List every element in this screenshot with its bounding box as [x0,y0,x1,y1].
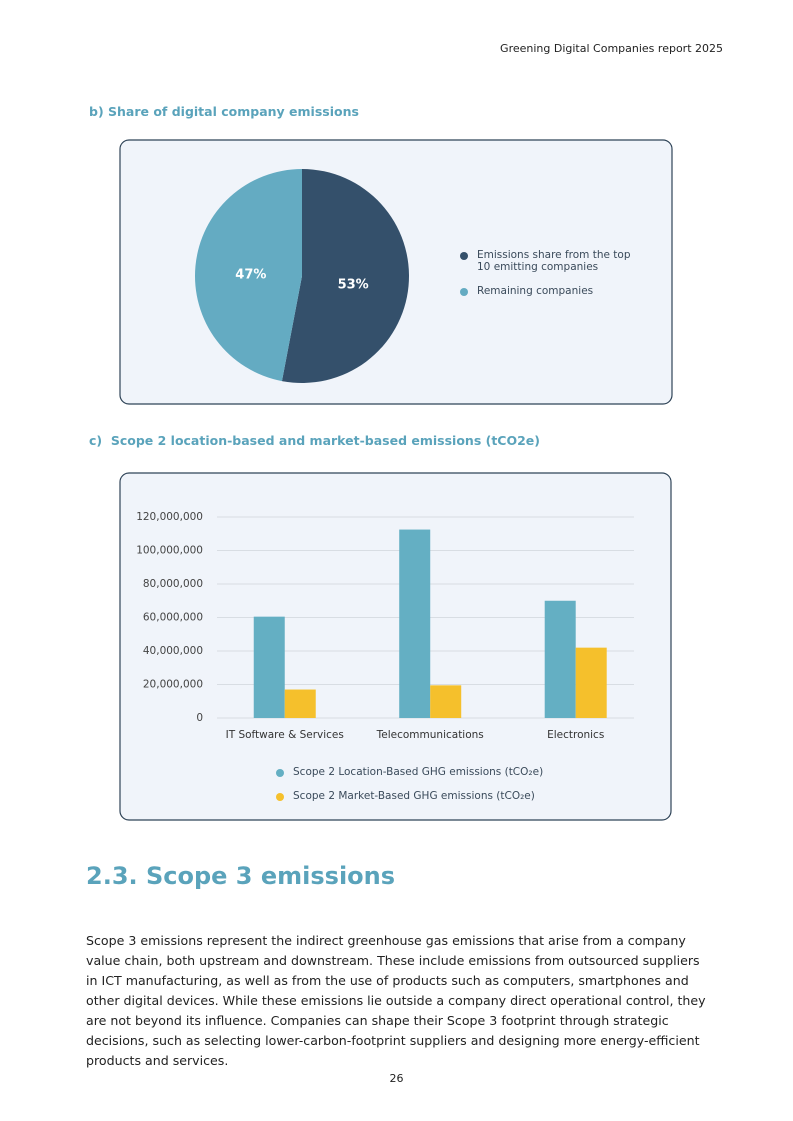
legend-marker [276,769,284,777]
y-tick-label: 20,000,000 [143,679,203,691]
legend-label: Scope 2 Location-Based GHG emissions (tC… [293,766,544,778]
bar [284,689,316,718]
legend-marker [276,793,284,801]
pie-slice [281,169,410,383]
bar [575,647,607,718]
section-heading: 2.3. Scope 3 emissions [86,862,396,890]
legend-item: Scope 2 Market-Based GHG emissions (tCO₂… [276,790,596,802]
bar [430,685,462,718]
legend-marker [460,288,468,296]
pie-slice [195,169,302,382]
y-tick-label: 80,000,000 [143,578,203,590]
y-tick-label: 100,000,000 [136,545,203,557]
chart-title: b) Share of digital company emissions [89,104,359,119]
chart-frame [119,472,672,821]
paragraph: Scope 3 emissions represent the indirect… [86,933,706,1068]
legend-marker [460,252,468,260]
running-header: Greening Digital Companies report 2025 [500,42,723,55]
x-tick-label: Electronics [547,729,604,741]
legend-item: Scope 2 Location-Based GHG emissions (tC… [276,766,596,778]
y-tick-label: 40,000,000 [143,645,203,657]
legend-item: Remaining companies [460,285,640,297]
data-label: 53% [338,277,369,292]
legend-item: Emissions share from the top 10 emitting… [460,249,640,273]
x-tick-label: Telecommunications [376,729,484,741]
y-tick-label: 0 [196,712,203,724]
x-tick-label: IT Software & Services [226,729,344,741]
legend: Emissions share from the top 10 emitting… [460,249,640,309]
chart-title: c) Scope 2 location-based and market-bas… [89,433,540,448]
data-label: 47% [235,268,266,283]
bar [544,600,576,718]
legend: Scope 2 Location-Based GHG emissions (tC… [276,766,596,814]
legend-label: Scope 2 Market-Based GHG emissions (tCO₂… [293,790,535,802]
page-number: 26 [389,1072,404,1085]
legend-label: Emissions share from the top 10 emitting… [477,249,631,273]
y-tick-label: 120,000,000 [136,511,203,523]
bar [399,529,431,718]
y-tick-label: 60,000,000 [143,612,203,624]
bar [253,616,285,718]
legend-label: Remaining companies [477,285,594,297]
